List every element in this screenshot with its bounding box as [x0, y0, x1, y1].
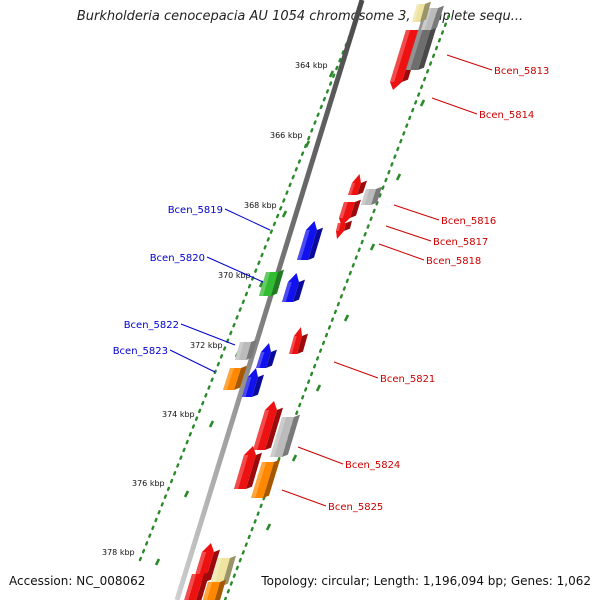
gene-label[interactable]: Bcen_5814	[479, 110, 534, 121]
gene-label[interactable]: Bcen_5820	[150, 253, 205, 264]
gene-feature[interactable]	[251, 459, 280, 498]
tick-mark	[315, 384, 322, 392]
gene-feature[interactable]	[297, 221, 323, 260]
gene-label[interactable]: Bcen_5813	[494, 66, 549, 77]
gene-feature[interactable]	[339, 199, 361, 226]
gene-feature[interactable]	[289, 327, 308, 354]
gene-feature[interactable]	[183, 571, 210, 600]
leader-line	[206, 256, 264, 283]
leader-line	[446, 54, 493, 71]
tick-label: 374 kbp	[162, 410, 195, 419]
gene-feature[interactable]	[259, 269, 284, 296]
gene-feature[interactable]	[412, 1, 431, 22]
tick-mark	[291, 454, 298, 462]
map-title: Burkholderia cenocepacia AU 1054 chromos…	[76, 9, 524, 24]
tick-mark	[395, 173, 402, 181]
tick-label: 372 kbp	[190, 341, 223, 350]
gene-feature[interactable]	[336, 220, 352, 239]
tick-label: 366 kbp	[270, 131, 303, 140]
leader-line	[333, 361, 379, 379]
tick-labels: 364 kbp 366 kbp 368 kbp 370 kbp 372 kbp 374 k…	[102, 61, 426, 566]
tick-mark	[328, 70, 335, 78]
gene-label[interactable]: Bcen_5823	[113, 346, 168, 357]
tick-label: 378 kbp	[102, 548, 135, 557]
tick-mark	[208, 420, 215, 428]
leader-line	[180, 323, 236, 346]
tick-label: 376 kbp	[132, 479, 165, 488]
leader-line	[378, 243, 425, 261]
tick-mark	[281, 210, 288, 218]
gene-features	[183, 1, 444, 600]
tick-label: 370 kbp	[218, 271, 251, 280]
gene-feature[interactable]	[361, 186, 382, 205]
tick-mark	[304, 140, 311, 148]
leader-line	[169, 349, 216, 373]
gene-label[interactable]: Bcen_5822	[124, 320, 179, 331]
tick-mark	[343, 314, 350, 322]
leader-line	[224, 208, 271, 231]
gene-label[interactable]: Bcen_5818	[426, 256, 481, 267]
gene-label[interactable]: Bcen_5824	[345, 460, 400, 471]
gene-feature[interactable]	[348, 174, 367, 195]
gene-feature[interactable]	[256, 343, 277, 368]
gene-feature[interactable]	[235, 339, 257, 360]
leader-line	[297, 446, 344, 465]
tick-label: 368 kbp	[244, 201, 277, 210]
gene-feature[interactable]	[253, 401, 283, 450]
tick-mark	[369, 243, 376, 251]
gene-label[interactable]: Bcen_5821	[380, 374, 435, 385]
gene-feature[interactable]	[210, 555, 236, 586]
tick-track	[138, 14, 450, 600]
leader-line	[431, 97, 478, 115]
tick-mark	[183, 490, 190, 498]
tick-mark	[265, 523, 272, 531]
leader-line	[393, 204, 440, 221]
leader-line	[385, 225, 432, 242]
gene-feature[interactable]	[406, 15, 440, 71]
gene-label[interactable]: Bcen_5825	[328, 502, 383, 513]
leader-line	[281, 489, 327, 507]
gene-feature[interactable]	[201, 579, 226, 600]
label-leaders	[169, 54, 493, 507]
chromosome-backbone	[174, 0, 365, 600]
gene-feature[interactable]	[270, 414, 300, 457]
gene-label[interactable]: Bcen_5817	[433, 237, 488, 248]
topology-summary: Topology: circular; Length: 1,196,094 bp…	[261, 574, 591, 588]
gene-labels: Bcen_5813 Bcen_5814 Bcen_5816 Bcen_5817 Bcen…	[113, 66, 550, 513]
gene-feature[interactable]	[234, 446, 262, 489]
gene-feature[interactable]	[223, 365, 247, 390]
gene-feature[interactable]	[282, 273, 305, 302]
gene-feature[interactable]	[421, 5, 444, 30]
tick-label: 364 kbp	[295, 61, 328, 70]
tick-mark	[154, 558, 161, 566]
gene-label[interactable]: Bcen_5816	[441, 216, 496, 227]
gene-label[interactable]: Bcen_5819	[168, 205, 223, 216]
gene-feature[interactable]	[242, 368, 264, 397]
accession-text: Accession: NC_008062	[9, 574, 146, 588]
tick-mark	[419, 99, 426, 107]
